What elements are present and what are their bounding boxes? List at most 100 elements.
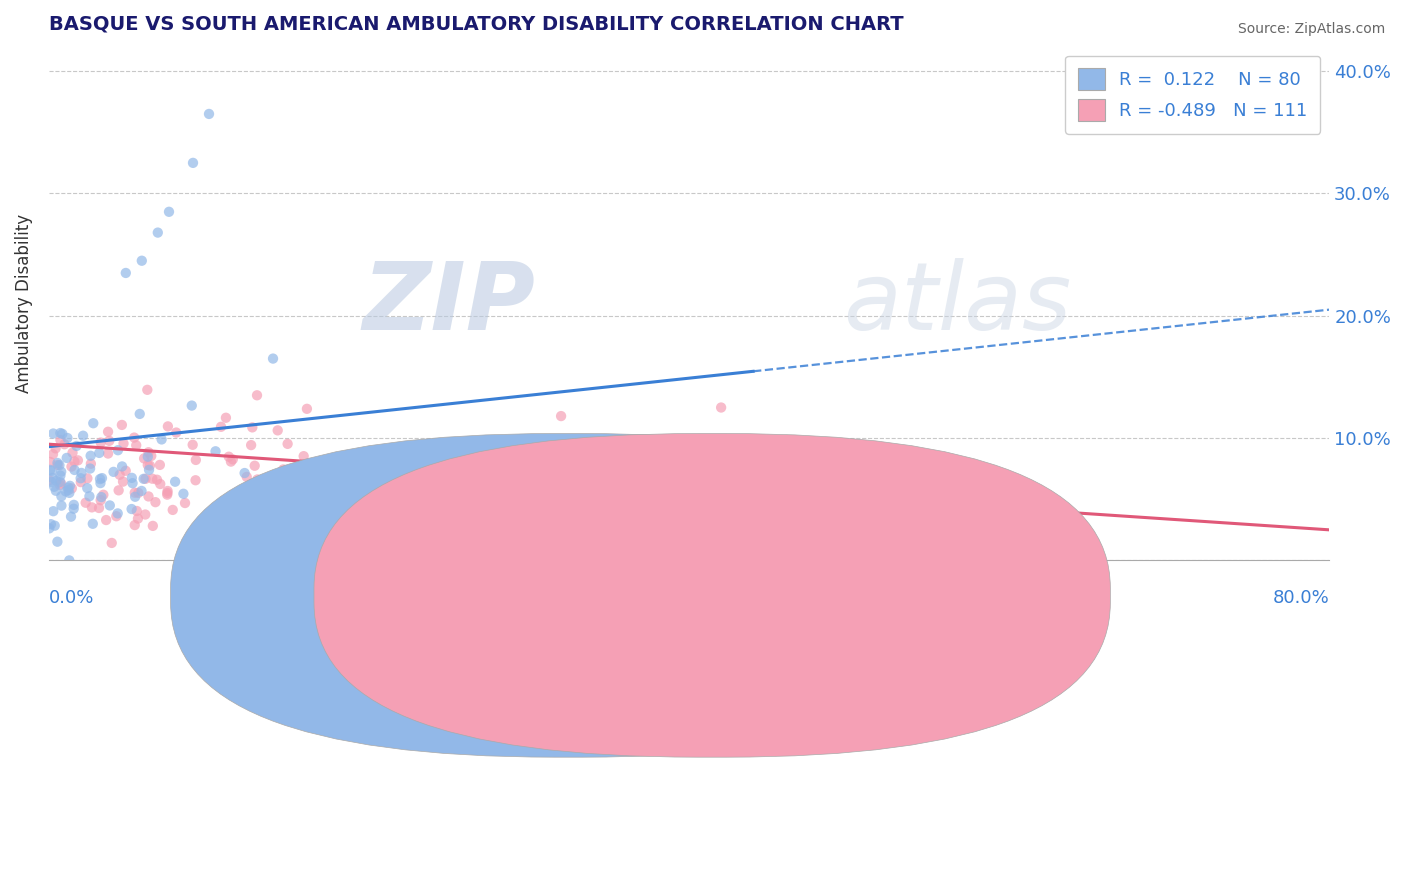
Point [76,481,98,495]
Point [485,473,508,487]
Point [243,458,266,473]
Text: Source: ZipAtlas.com: Source: ZipAtlas.com [1237,22,1385,37]
Point [260,476,283,491]
Point [233,466,256,480]
Point [41,464,63,478]
Point [42,426,65,441]
Point [233,493,256,508]
Point [90,493,112,508]
Point [134,508,156,522]
Point [60,459,83,474]
Point [136,450,159,464]
Point [105,509,128,524]
Point [146,473,169,487]
Point [41,475,63,489]
Point [422,494,444,508]
Point [51,499,73,513]
Point [51,465,73,479]
Point [107,507,129,521]
Point [56,431,79,445]
Point [710,401,733,415]
Text: 80.0%: 80.0% [1272,589,1329,607]
Point [75,496,97,510]
Point [198,107,221,121]
Point [165,475,187,489]
Point [332,489,354,503]
Point [138,463,160,477]
Point [48,458,70,473]
Point [60,482,83,496]
Point [149,458,172,472]
Point [574,455,596,469]
Point [156,419,179,434]
Text: BASQUE VS SOUTH AMERICAN AMBULATORY DISABILITY CORRELATION CHART: BASQUE VS SOUTH AMERICAN AMBULATORY DISA… [49,15,904,34]
Point [124,485,146,500]
Point [184,473,207,487]
Point [146,226,169,240]
Point [65,439,87,453]
Point [45,474,67,488]
Point [295,401,318,416]
Point [502,442,524,456]
Point [138,490,160,504]
Point [550,409,572,423]
Point [329,481,352,495]
Point [218,450,240,464]
Point [262,351,284,366]
Point [121,476,143,491]
Point [157,204,180,219]
Point [136,383,159,397]
Point [184,453,207,467]
Point [219,454,242,468]
Point [131,253,153,268]
Point [278,480,301,494]
Point [114,464,136,478]
Point [114,266,136,280]
Point [51,489,73,503]
Point [204,444,226,458]
Point [45,442,67,456]
Point [63,454,86,468]
Point [66,453,89,467]
Point [87,500,110,515]
Point [271,462,294,476]
Point [111,475,134,489]
Point [307,470,329,484]
Point [51,426,73,441]
Point [98,499,121,513]
Point [181,156,204,170]
Point [100,536,122,550]
Point [63,463,86,477]
Point [58,481,80,495]
Point [108,467,131,482]
Text: atlas: atlas [842,258,1071,349]
Point [209,419,232,434]
Point [240,420,263,434]
Point [422,451,444,466]
Point [292,514,315,528]
Point [89,472,111,486]
Point [125,504,148,518]
Point [79,449,101,463]
Point [145,495,167,509]
Point [112,436,135,450]
Point [90,435,112,450]
Point [58,486,80,500]
Point [254,484,277,499]
Point [267,423,290,437]
Point [277,437,299,451]
Text: Basques: Basques [593,586,664,605]
Point [80,457,103,471]
Point [181,438,204,452]
Point [72,428,94,442]
Point [76,471,98,485]
Point [59,479,82,493]
Point [46,456,69,470]
Point [58,553,80,567]
Point [172,487,194,501]
Point [131,483,153,498]
Point [121,502,143,516]
Point [39,517,62,532]
Point [209,507,232,521]
Point [38,521,60,535]
